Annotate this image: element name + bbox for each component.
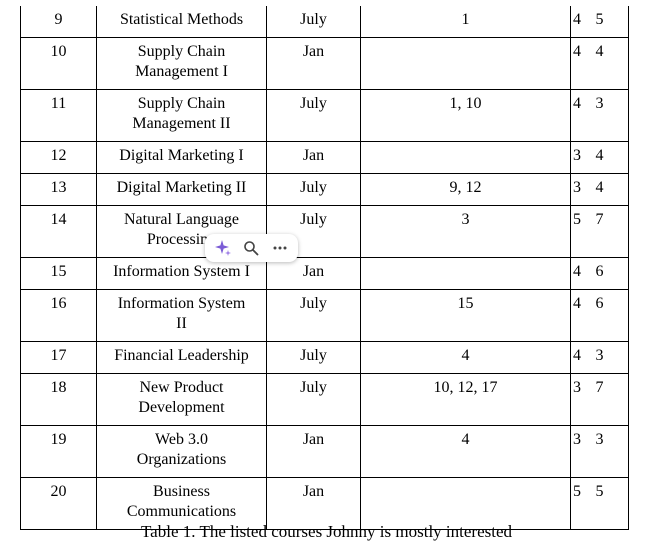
table-row: 18 New Product Development July 10, 12, 17 3 7 [20, 373, 629, 426]
value-cell: 4 [570, 141, 629, 174]
table-row: 19 Web 3.0 Organizations Jan 4 3 3 [20, 425, 629, 478]
course-number-cell: 18 [20, 373, 97, 426]
course-name-cell: Business Communications [96, 477, 267, 530]
course-number-cell: 19 [20, 425, 97, 478]
value-cell: 7 [570, 205, 629, 258]
prerequisite-cell [360, 141, 571, 174]
course-number-cell: 13 [20, 173, 97, 206]
term-cell: July [266, 6, 361, 38]
course-name-cell: Web 3.0 Organizations [96, 425, 267, 478]
sparkle-icon[interactable] [211, 236, 235, 260]
prerequisite-cell: 9, 12 [360, 173, 571, 206]
table-row: 20 Business Communications Jan 5 5 [20, 477, 629, 530]
course-number-cell: 14 [20, 205, 97, 258]
table-row: 14 Natural Language Processing July 3 5 7 [20, 205, 629, 258]
selection-toolbar [205, 234, 298, 262]
prerequisite-cell: 15 [360, 289, 571, 342]
table-row: 13 Digital Marketing II July 9, 12 3 4 [20, 173, 629, 206]
prerequisite-cell [360, 37, 571, 90]
table-row: 9 Statistical Methods July 1 4 5 [20, 6, 629, 38]
course-name-cell: Supply Chain Management II [96, 89, 267, 142]
course-number-cell: 11 [20, 89, 97, 142]
course-name-cell: Statistical Methods [96, 6, 267, 38]
course-number-cell: 10 [20, 37, 97, 90]
course-name-cell: Digital Marketing II [96, 173, 267, 206]
value-cell: 5 [570, 477, 629, 530]
table-row: 15 Information System I Jan 4 6 [20, 257, 629, 290]
prerequisite-cell: 4 [360, 425, 571, 478]
prerequisite-cell [360, 257, 571, 290]
course-number-cell: 16 [20, 289, 97, 342]
value-cell: 4 [570, 173, 629, 206]
table-row: 12 Digital Marketing I Jan 3 4 [20, 141, 629, 174]
prerequisite-cell: 4 [360, 341, 571, 374]
table-row: 17 Financial Leadership July 4 4 3 [20, 341, 629, 374]
value-cell: 4 [570, 37, 629, 90]
term-cell: July [266, 341, 361, 374]
course-number-cell: 20 [20, 477, 97, 530]
term-cell: Jan [266, 141, 361, 174]
table-caption: Table 1. The listed courses Johnny is mo… [140, 522, 513, 541]
table-row: 10 Supply Chain Management I Jan 4 4 [20, 37, 629, 90]
term-cell: July [266, 89, 361, 142]
value-cell: 6 [570, 257, 629, 290]
value-cell: 3 [570, 341, 629, 374]
course-table: 9 Statistical Methods July 1 4 5 10 Supply Chai… [20, 6, 629, 530]
value-cell: 5 [570, 6, 629, 38]
table-row: 16 Information System II July 15 4 6 [20, 289, 629, 342]
term-cell: July [266, 373, 361, 426]
course-name-cell: Financial Leadership [96, 341, 267, 374]
term-cell: Jan [266, 257, 361, 290]
course-name-cell: Supply Chain Management I [96, 37, 267, 90]
course-number-cell: 17 [20, 341, 97, 374]
course-name-cell: New Product Development [96, 373, 267, 426]
prerequisite-cell: 1, 10 [360, 89, 571, 142]
more-icon[interactable] [268, 236, 292, 260]
value-cell: 3 [570, 89, 629, 142]
prerequisite-cell: 3 [360, 205, 571, 258]
table-row: 11 Supply Chain Management II July 1, 10 4 3 [20, 89, 629, 142]
prerequisite-cell: 1 [360, 6, 571, 38]
value-cell: 3 [570, 425, 629, 478]
search-icon[interactable] [239, 236, 263, 260]
prerequisite-cell: 10, 12, 17 [360, 373, 571, 426]
term-cell: July [266, 289, 361, 342]
course-number-cell: 12 [20, 141, 97, 174]
term-cell: Jan [266, 477, 361, 530]
term-cell: July [266, 173, 361, 206]
prerequisite-cell [360, 477, 571, 530]
term-cell: Jan [266, 425, 361, 478]
course-name-cell: Information System II [96, 289, 267, 342]
course-number-cell: 9 [20, 6, 97, 38]
course-name-cell: Digital Marketing I [96, 141, 267, 174]
course-number-cell: 15 [20, 257, 97, 290]
term-cell: Jan [266, 37, 361, 90]
course-name-cell: Information System I [96, 257, 267, 290]
